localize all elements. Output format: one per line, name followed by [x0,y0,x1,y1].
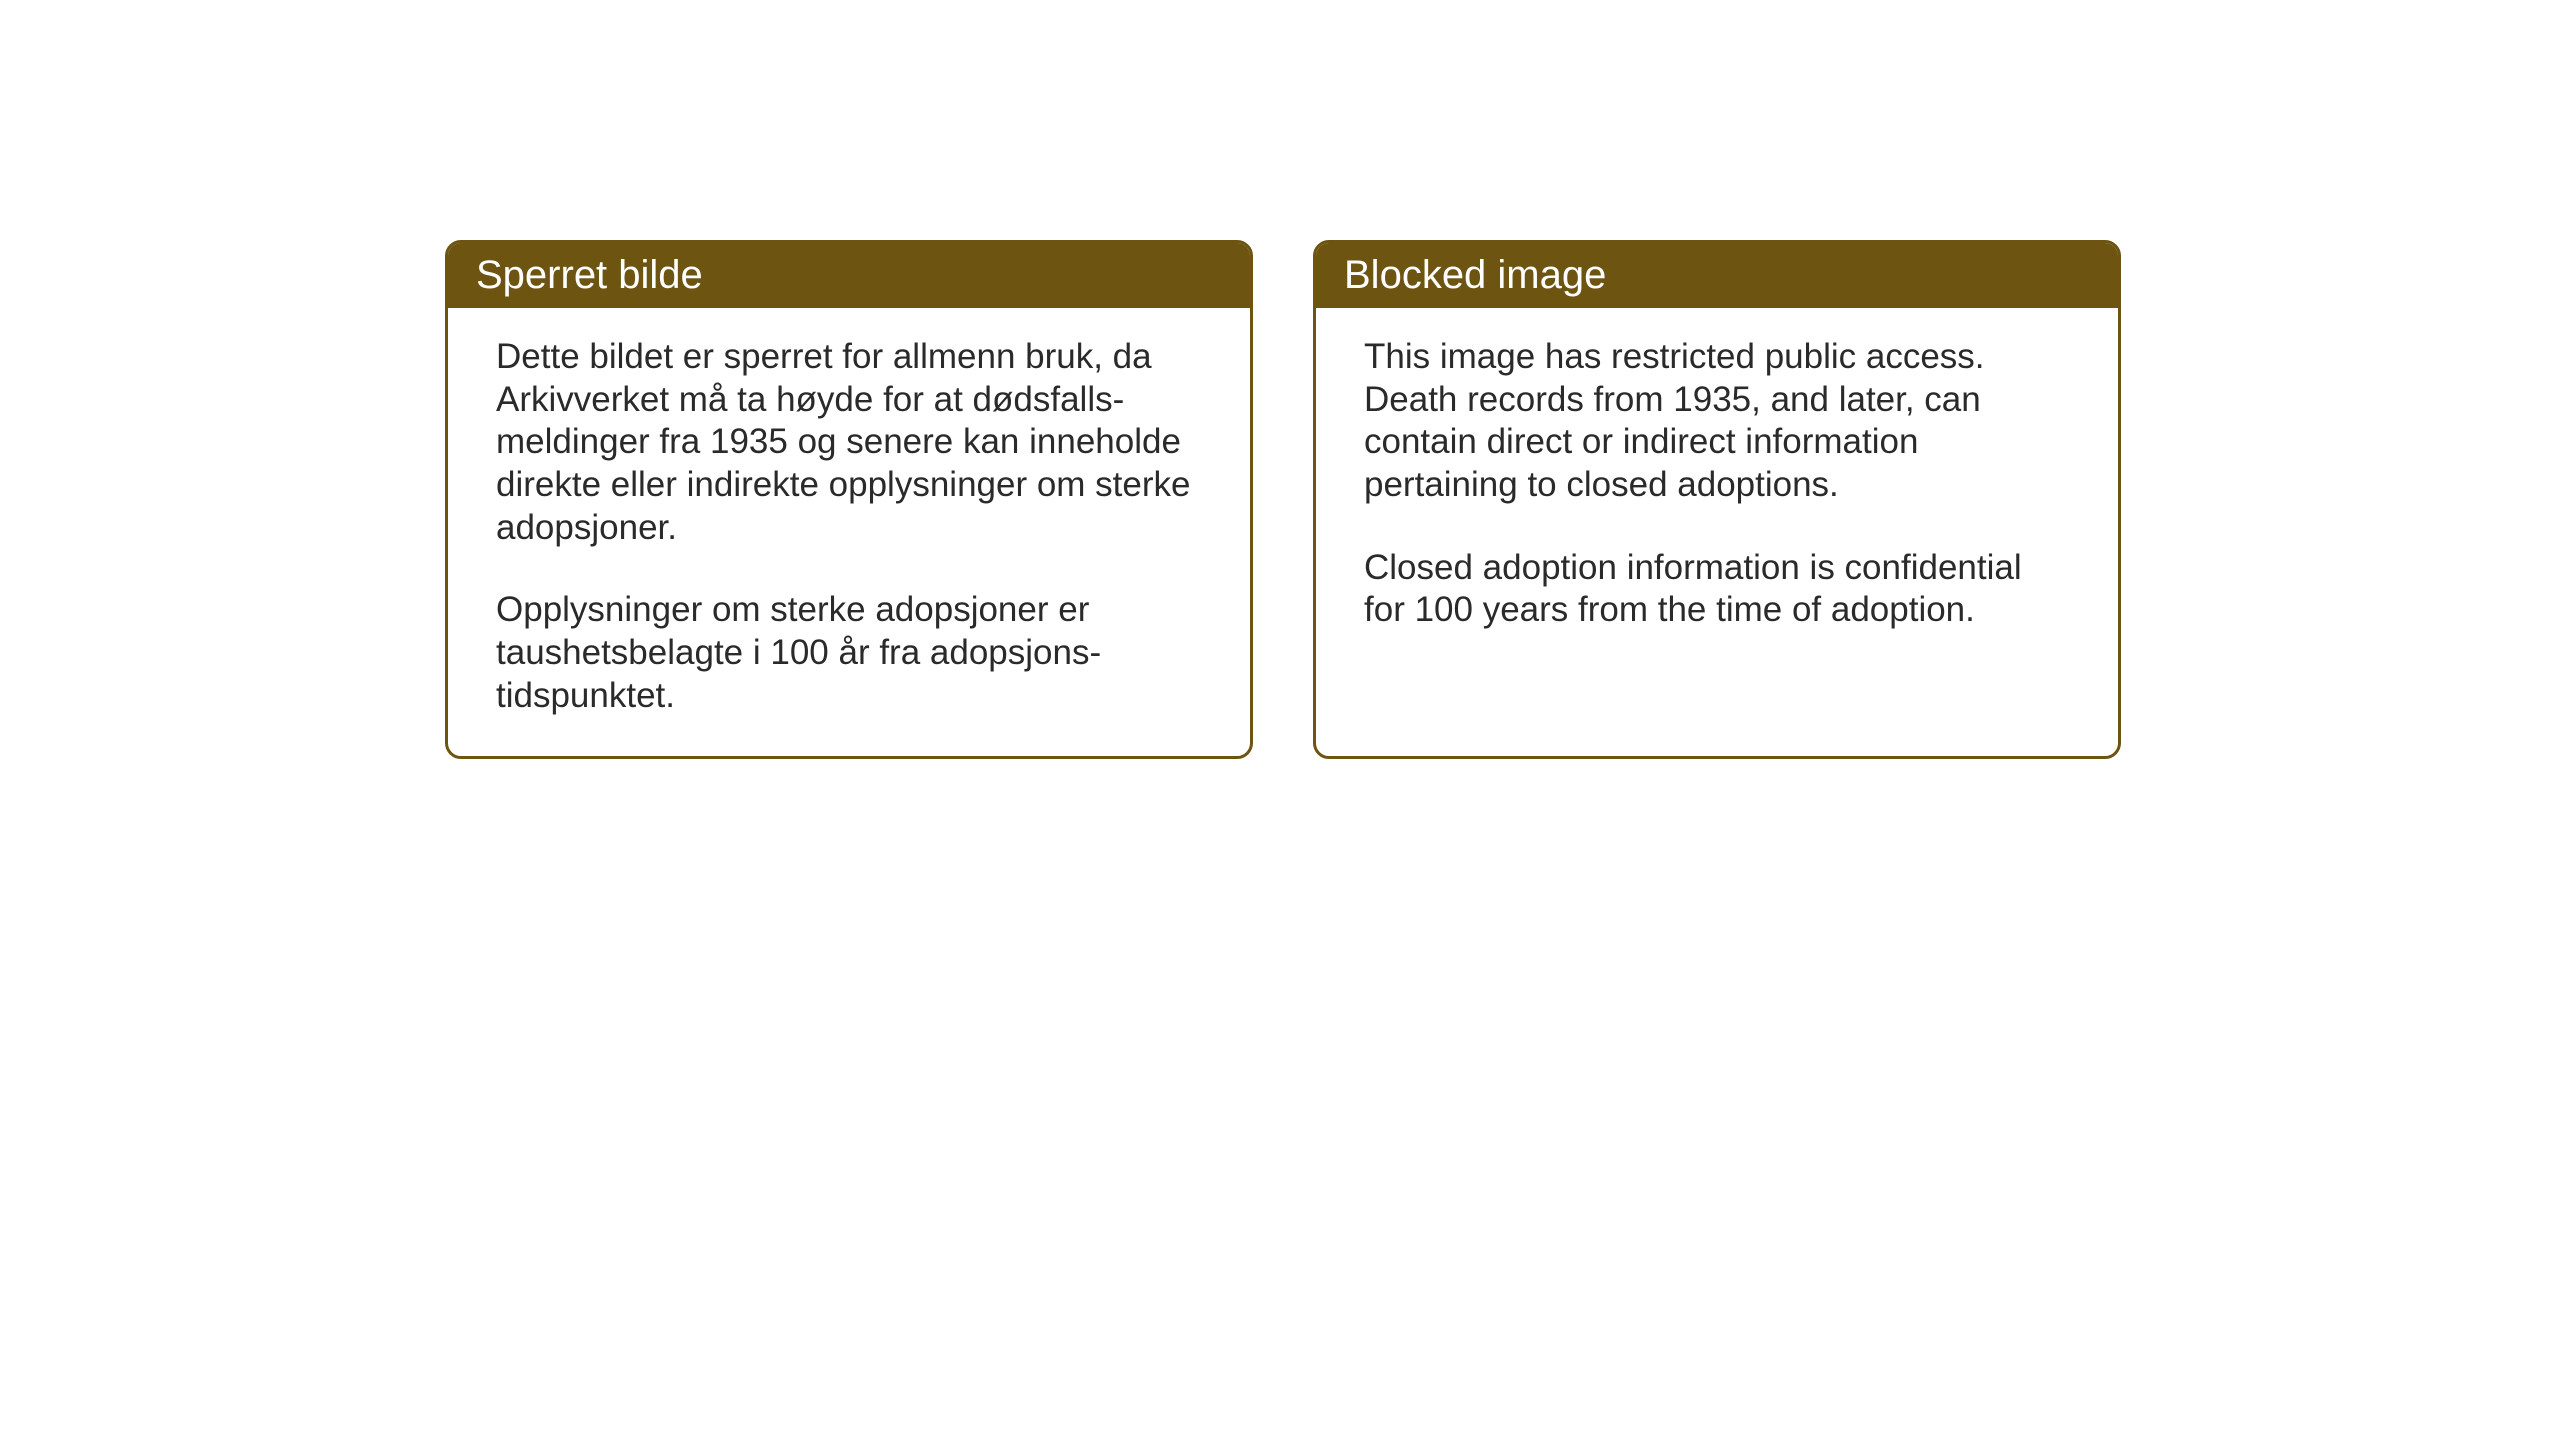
card-paragraph-1: Dette bildet er sperret for allmenn bruk… [496,336,1202,549]
card-norwegian: Sperret bilde Dette bildet er sperret fo… [445,240,1253,759]
card-english: Blocked image This image has restricted … [1313,240,2121,759]
card-header-norwegian: Sperret bilde [448,243,1250,308]
card-paragraph-1: This image has restricted public access.… [1364,336,2070,507]
card-body-english: This image has restricted public access.… [1316,308,2118,670]
card-paragraph-2: Closed adoption information is confident… [1364,547,2070,632]
card-header-english: Blocked image [1316,243,2118,308]
card-paragraph-2: Opplysninger om sterke adopsjoner er tau… [496,589,1202,717]
cards-container: Sperret bilde Dette bildet er sperret fo… [445,240,2121,759]
card-body-norwegian: Dette bildet er sperret for allmenn bruk… [448,308,1250,756]
